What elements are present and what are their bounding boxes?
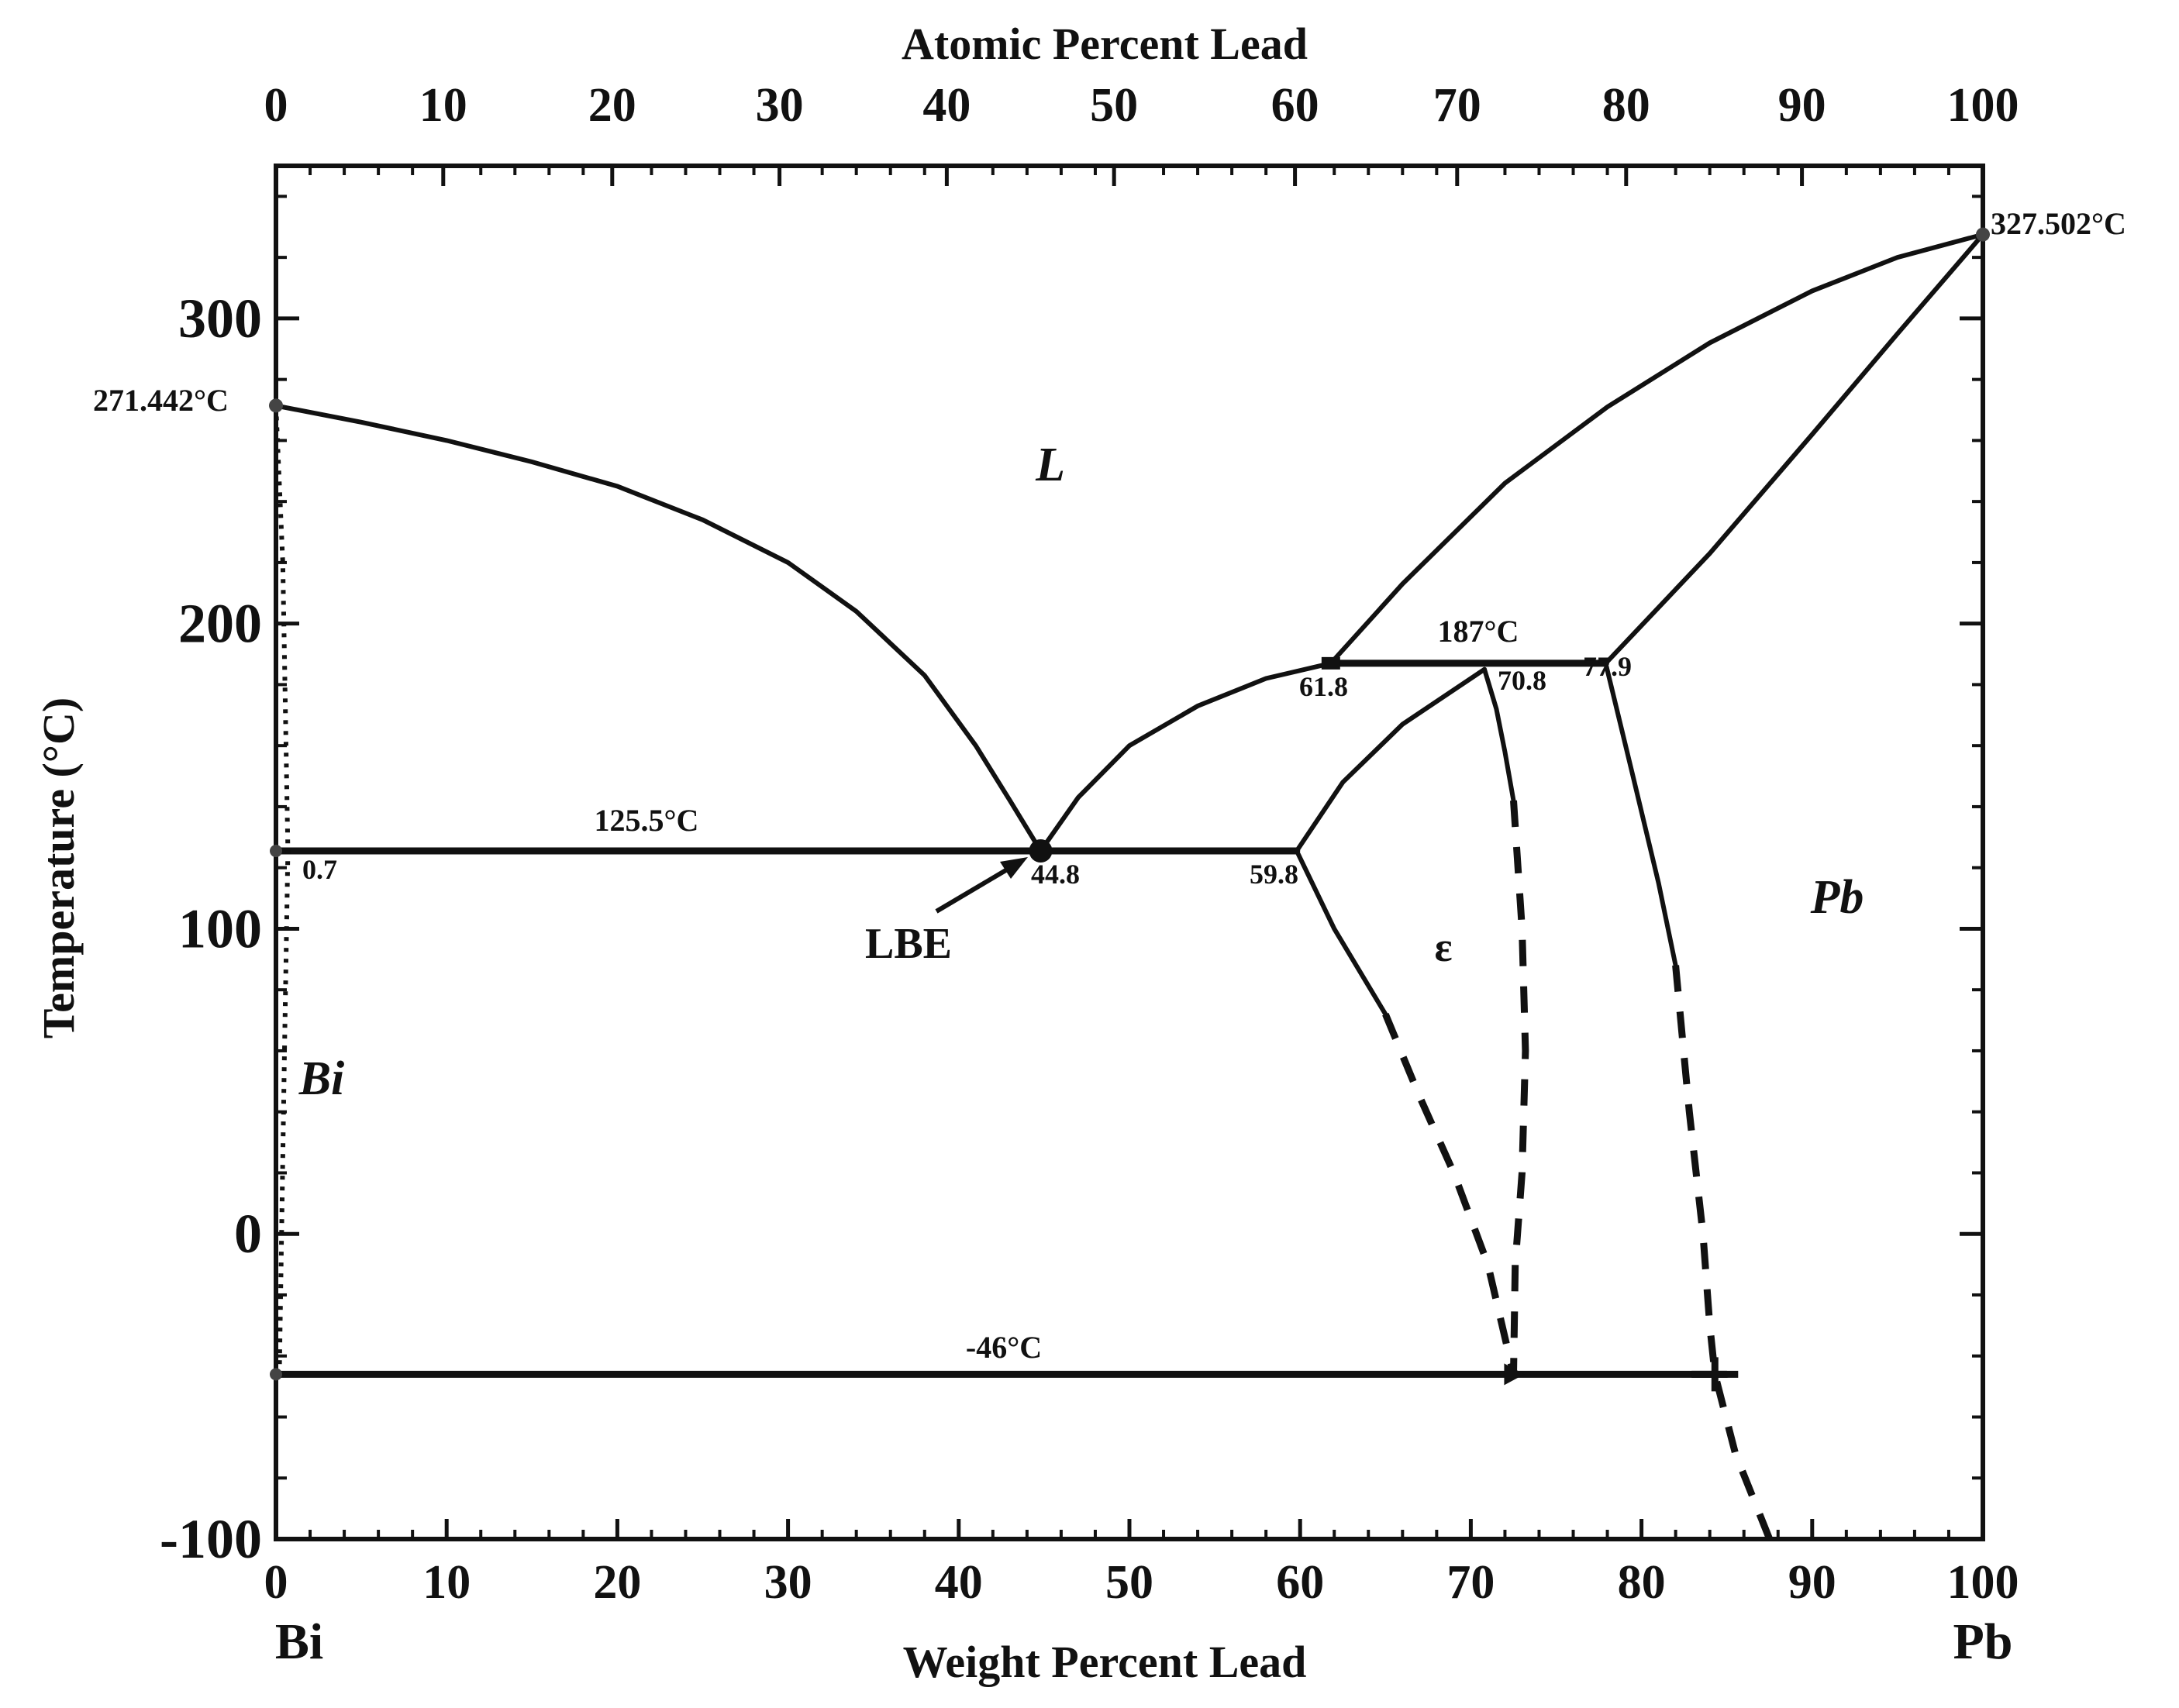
y-tick-label--100: -100 [160,1508,262,1570]
eutectic-isotherm-start [270,845,282,858]
top-tick-label-30: 30 [756,79,804,132]
label-eps-eutectic-comp: 59.8 [1250,859,1298,890]
curve-bi-solvus [274,405,291,1375]
label-lbe: LBE [865,920,952,968]
phase-label-lead: Pb [1810,871,1864,924]
top-tick-label-100: 100 [1947,79,2019,132]
pb-melting-point [1976,227,1990,242]
label-peritectic-pb-comp: 77.9 [1583,651,1632,682]
curve-liquidus-pb [1328,232,1985,666]
curve-eps-solvus-right-solid [1482,666,1516,804]
curve-liquidus-eps [1038,660,1333,853]
bi-melting-point [269,398,283,413]
lbe-arrow [935,857,1028,914]
curve-eps-solvus-right-dashed [1510,800,1529,1375]
eutectic-point [1029,839,1053,863]
x-tick-label-70: 70 [1446,1556,1495,1609]
special-points [269,227,1990,1392]
endpoint-label-bi: Bi [275,1613,323,1670]
top-tick-label-10: 10 [419,79,467,132]
curve-eps-solvus-left-dashed [1382,1012,1517,1376]
low-isotherm-start [270,1368,282,1381]
top-tick-label-90: 90 [1778,79,1826,132]
label-low-isotherm-temp: -46°C [966,1330,1042,1365]
low-invariant-pb-marker [1691,1357,1739,1392]
y-tick-label-300: 300 [178,288,262,350]
top-axis-title: Atomic Percent Lead [902,19,1308,69]
curve-pb-solvus-solid [1603,660,1678,968]
phase-label-bismuth: Bi [298,1052,345,1105]
bottom-axis-ticks: 0 10 20 30 40 50 60 70 80 90 100 [264,1519,2019,1609]
y-axis-title: Temperature (°C) [33,697,84,1038]
x-tick-label-0: 0 [264,1556,288,1609]
x-tick-label-40: 40 [935,1556,983,1609]
label-eutectic-temp: 125.5°C [595,803,699,838]
phase-label-liquid: L [1035,439,1065,491]
curve-solidus-pb [1603,232,1985,666]
curve-pb-solvus-dashed [1672,965,1773,1541]
curve-liquidus-bi [274,403,1043,853]
top-tick-label-40: 40 [922,79,971,132]
peritectic-point [1321,656,1340,670]
curve-eps-solidus [1294,666,1487,853]
y-tick-label-200: 200 [178,593,262,655]
x-tick-label-50: 50 [1105,1556,1153,1609]
endpoint-label-pb: Pb [1953,1613,2012,1670]
x-tick-label-30: 30 [764,1556,812,1609]
label-bi-melting-temp: 271.442°C [93,383,229,418]
x-axis-title: Weight Percent Lead [903,1637,1307,1687]
label-pb-melting-temp: 327.502°C [1991,206,2126,241]
top-tick-label-80: 80 [1602,79,1650,132]
label-peritectic-temp: 187°C [1438,614,1519,649]
y-tick-label-0: 0 [234,1203,262,1265]
x-tick-label-60: 60 [1276,1556,1324,1609]
x-tick-label-100: 100 [1947,1556,2019,1609]
label-eutectic-comp: 44.8 [1031,859,1080,890]
top-tick-label-0: 0 [264,79,288,132]
label-peritectic-eps-comp: 70.8 [1498,665,1546,696]
curve-eps-solvus-left-solid [1294,849,1388,1017]
top-tick-label-70: 70 [1433,79,1481,132]
top-tick-label-60: 60 [1271,79,1319,132]
phase-boundaries [272,232,1985,1541]
label-bi-solvus-comp: 0.7 [302,854,337,885]
x-tick-label-90: 90 [1788,1556,1836,1609]
top-tick-label-20: 20 [588,79,636,132]
y-axis-ticks: -100 0 100 200 300 [160,195,1983,1570]
phase-label-epsilon: ε [1434,924,1452,970]
top-axis-ticks: 0 10 20 30 40 50 60 70 80 90 100 [264,79,2019,186]
low-invariant-eps-marker [1504,1363,1525,1386]
x-tick-label-10: 10 [422,1556,471,1609]
label-peritectic-liquid-comp: 61.8 [1299,671,1348,702]
y-tick-label-100: 100 [178,897,262,959]
x-tick-label-20: 20 [593,1556,641,1609]
top-tick-label-50: 50 [1090,79,1138,132]
x-tick-label-80: 80 [1618,1556,1666,1609]
